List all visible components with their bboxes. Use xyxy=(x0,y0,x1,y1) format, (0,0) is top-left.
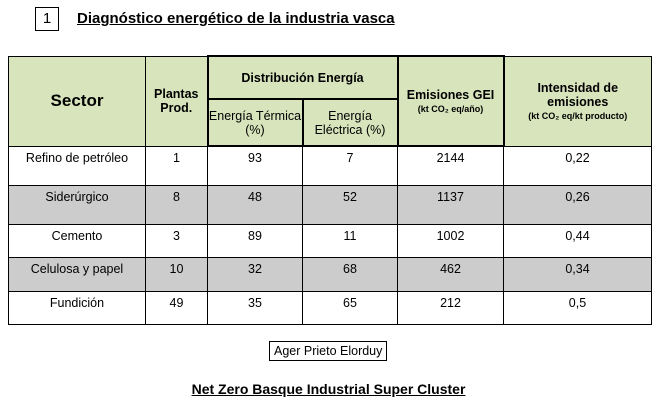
footer-title: Net Zero Basque Industrial Super Cluster xyxy=(191,381,466,397)
header-emisiones: Emisiones GEI (kt CO₂ eq/año) xyxy=(396,55,505,147)
table-cell: 52 xyxy=(302,184,398,225)
table-cell: 0,5 xyxy=(503,290,652,325)
table-cell: 8 xyxy=(145,184,208,225)
table-cell: 1 xyxy=(145,145,208,186)
table-cell: 0,22 xyxy=(503,145,652,186)
table-cell: Celulosa y papel xyxy=(8,256,146,292)
table-cell: Siderúrgico xyxy=(8,184,146,225)
table-cell: 49 xyxy=(145,290,208,325)
header-distribucion: Distribución Energía xyxy=(206,55,399,100)
header-plantas: Plantas Prod. xyxy=(145,55,208,147)
table-cell: 0,44 xyxy=(503,223,652,258)
header-intensidad: Intensidad de emisiones (kt CO₂ eq/kt pro… xyxy=(503,55,652,147)
table-cell: Fundición xyxy=(8,290,146,325)
table-cell: 0,26 xyxy=(503,184,652,225)
table-cell: Refino de petróleo xyxy=(8,145,146,186)
table-cell: 48 xyxy=(207,184,303,225)
table-cell: 11 xyxy=(302,223,398,258)
energy-table: Sector Plantas Prod. Distribución Energí… xyxy=(8,55,652,325)
header-termica: Energía Térmica (%) xyxy=(206,98,304,147)
table-row: Siderúrgico 8 48 52 1137 0,26 xyxy=(8,184,652,225)
table-cell: 3 xyxy=(145,223,208,258)
table-cell: 10 xyxy=(145,256,208,292)
table-row: Refino de petróleo 1 93 7 2144 0,22 xyxy=(8,145,652,186)
table-row: Cemento 3 89 11 1002 0,44 xyxy=(8,223,652,258)
table-cell: 32 xyxy=(207,256,303,292)
table-cell: 65 xyxy=(302,290,398,325)
table-cell: 212 xyxy=(397,290,504,325)
table-cell: 1137 xyxy=(397,184,504,225)
table-cell: 1002 xyxy=(397,223,504,258)
author-label: Ager Prieto Elorduy xyxy=(269,341,388,361)
table-cell: 7 xyxy=(302,145,398,186)
table-cell: 0,34 xyxy=(503,256,652,292)
table-cell: 68 xyxy=(302,256,398,292)
table-cell: 2144 xyxy=(397,145,504,186)
page-title: Diagnóstico energético de la industria v… xyxy=(77,10,395,27)
table-cell: 462 xyxy=(397,256,504,292)
table-row: Fundición 49 35 65 212 0,5 xyxy=(8,290,652,325)
slide-number: 1 xyxy=(35,7,59,31)
table-cell: 35 xyxy=(207,290,303,325)
table-cell: 89 xyxy=(207,223,303,258)
header-electrica: Energía Eléctrica (%) xyxy=(301,98,399,147)
table-cell: 93 xyxy=(207,145,303,186)
table-row: Celulosa y papel 10 32 68 462 0,34 xyxy=(8,256,652,292)
header-sector: Sector xyxy=(8,55,146,147)
table-cell: Cemento xyxy=(8,223,146,258)
